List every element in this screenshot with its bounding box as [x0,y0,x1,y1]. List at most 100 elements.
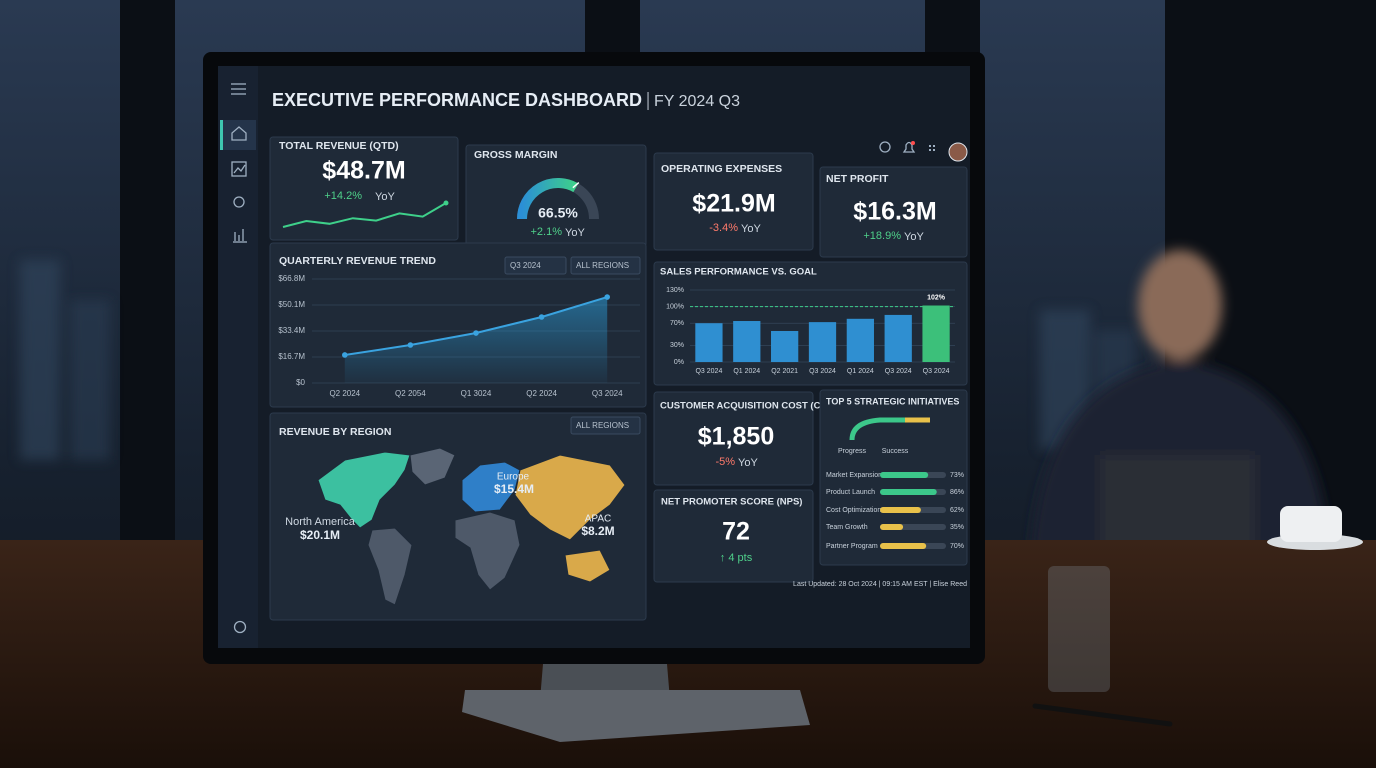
dashboard-period: FY 2024 Q3 [654,93,740,110]
x-tick-label: Q2 2024 [526,389,557,398]
menu-icon[interactable] [231,83,246,95]
y-tick-label: $0 [296,378,305,387]
kpi-change: -5% [715,456,735,468]
x-tick-label: Q1 3024 [461,389,492,398]
point [407,342,414,348]
card-label: NET PROFIT [826,173,889,185]
point [604,294,610,300]
kpi-change-period: YoY [904,231,924,243]
bar [880,507,921,513]
chart-title: SALES PERFORMANCE VS. GOAL [660,267,817,278]
y-tick-label: 70% [670,320,684,327]
value-label: 62% [950,507,964,514]
chart-title: TOP 5 STRATEGIC INITIATIVES [826,396,959,406]
y-tick-label: $50.1M [278,300,305,309]
y-tick-label: Market Expansion [826,472,882,479]
kpi-change: ↑ 4 pts [720,552,753,564]
point [473,330,479,336]
sparkline-end [443,200,449,206]
kpi-change-period: YoY [741,223,761,235]
bar [880,472,929,478]
user-avatar[interactable] [948,142,968,162]
value-label: 102% [927,294,946,301]
x-tick-label: Q3 2024 [695,368,722,375]
sales-performance-chart: 0% 30% 70% 100% 130% Q3 2024 Q1 2024 Q2 2021 Q3 … [666,287,955,375]
footer-updated: Last Updated: 28 Oct 2024 | 09:15 AM EST… [793,581,967,588]
filter-region-map[interactable] [570,416,641,435]
pen [1032,703,1173,727]
region-north-america [317,451,411,529]
sparkline [282,202,447,228]
point [342,352,348,358]
dashboard-title: EXECUTIVE PERFORMANCE DASHBOARD [272,90,642,110]
x-tick-label: Q3 2024 [923,368,950,375]
report-icon[interactable] [233,229,247,243]
settings-bottom-icon[interactable] [233,620,247,634]
bar [846,318,874,362]
y-tick-label: Product Launch [826,489,875,496]
kpi-value: 66.5% [538,205,578,221]
kpi-change-period: YoY [375,191,395,203]
y-tick-label: 30% [670,342,684,349]
x-tick-label: Q3 2024 [592,389,623,398]
settings-button[interactable] [879,141,891,153]
region-australia [564,549,611,583]
region-apac [514,454,626,541]
kpi-value: 72 [722,518,750,546]
kpi-value: $48.7M [322,157,405,185]
bar [880,489,937,495]
bar [695,323,723,362]
nav-indicator [220,120,223,150]
card-label: GROSS MARGIN [474,149,557,161]
monitor-base [462,690,810,742]
region-name: Europe [497,472,530,483]
region-africa [454,511,521,591]
region-name: APAC [585,514,612,525]
card-label: NET PROMOTER SCORE (NPS) [661,497,802,508]
card-net-profit [819,166,968,258]
y-tick-label: 100% [666,303,684,310]
city-lights [20,260,1135,460]
x-tick-label: Q3 2024 [809,368,836,375]
sidebar [218,66,258,648]
notifications-button[interactable] [902,141,916,153]
region-europe [461,461,521,513]
cup [1280,506,1342,542]
bar [880,524,904,530]
region-value: $20.1M [300,528,340,542]
bar [880,543,927,549]
region-value: $8.2M [581,524,614,538]
kpi-change-period: YoY [565,227,585,239]
kpi-change: -3.4% [709,222,738,234]
settings-icon[interactable] [233,196,245,208]
person [1030,250,1330,560]
bar [922,305,950,362]
value-label: 73% [950,472,964,479]
y-tick-label: Cost Optimization [826,507,881,514]
region-name: North America [285,516,356,528]
card-label: CUSTOMER ACQUISITION COST (CAC) [660,401,837,412]
y-tick-label: $16.7M [278,352,305,361]
legend-entry: Success [882,448,909,455]
kpi-change: +14.2% [324,190,362,202]
region-south-america [367,527,413,606]
y-tick-label: $66.8M [278,274,305,283]
bar [771,330,799,362]
legend-entry: Progress [838,448,867,455]
x-tick-label: Q2 2021 [771,368,798,375]
chart-title: QUARTERLY REVENUE TREND [279,255,436,267]
apps-button[interactable] [929,145,935,151]
x-tick-label: Q3 2024 [885,368,912,375]
y-tick-label: 130% [666,287,684,294]
y-tick-label: Partner Program [826,543,878,550]
sparkline-group [282,200,449,228]
chart-icon[interactable] [231,161,247,177]
revenue-trend-chart: $0 $16.7M $33.4M $50.1M $66.8M Q2 2024 Q2 2054… [278,274,640,398]
filter-region[interactable] [570,256,641,275]
filter-quarter[interactable] [504,256,567,275]
filter-label: ALL REGIONS [576,421,629,430]
kpi-value: $21.9M [692,190,775,218]
y-tick-label: 0% [674,359,684,366]
home-icon[interactable] [231,126,247,141]
value-label: 70% [950,543,964,550]
